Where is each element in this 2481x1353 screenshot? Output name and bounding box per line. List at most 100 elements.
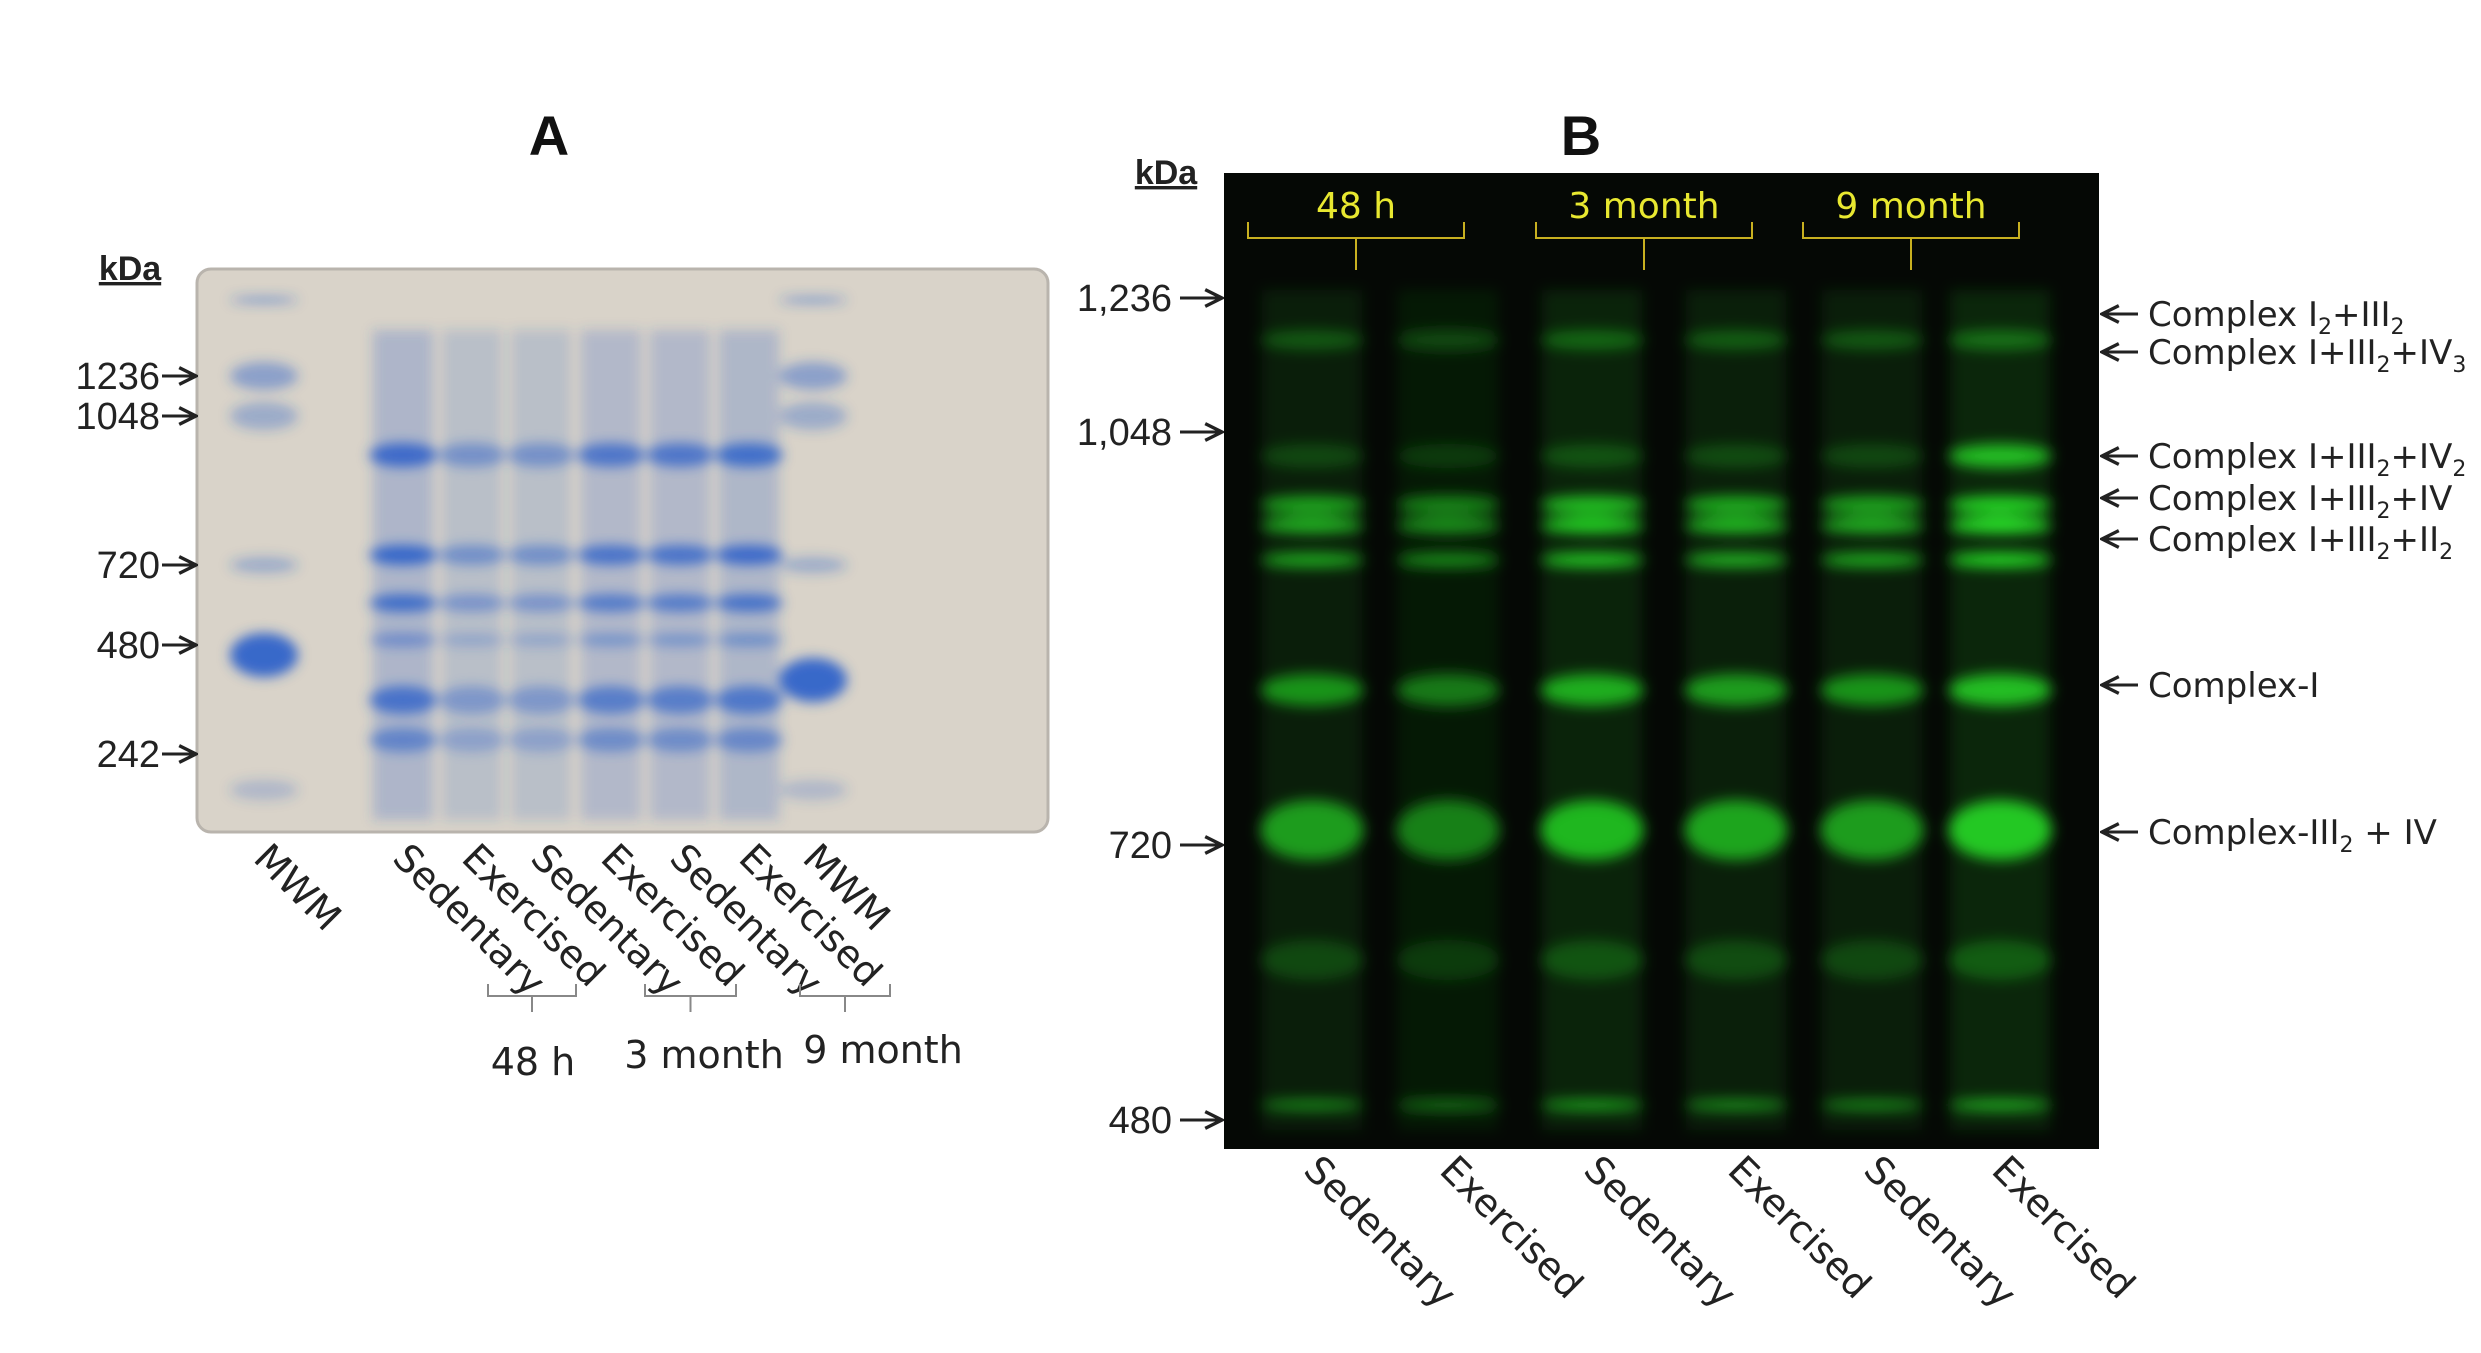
blot-band (1820, 1100, 1924, 1110)
complex-label: Complex I+III2+IV (2148, 479, 2452, 524)
blot-band (1684, 800, 1788, 860)
gel-band (577, 728, 645, 752)
group-bracket (1247, 222, 1465, 270)
group-label: 9 month (1835, 186, 1986, 227)
blot-band (1684, 674, 1788, 706)
gel-band (230, 362, 298, 390)
blot-band (1684, 496, 1788, 514)
gel-band (715, 728, 783, 752)
gel-band (715, 633, 783, 647)
gel-band (369, 633, 437, 647)
gel-band (779, 297, 847, 303)
blot-band (1684, 1100, 1788, 1110)
blot-band (1948, 444, 2052, 468)
complex-label: Complex-III2 + IV (2148, 813, 2437, 858)
blot-band (1540, 800, 1644, 860)
gel-band (779, 658, 847, 702)
lane-label: MWM (246, 835, 350, 939)
label-text: +IV (2391, 437, 2453, 477)
gel-band (369, 728, 437, 752)
blot-band (1684, 517, 1788, 533)
blot-band (1540, 496, 1644, 514)
gel-band (507, 686, 575, 714)
label-text: Complex I (2148, 295, 2318, 335)
label-text: Complex-III (2148, 813, 2339, 853)
blot-band (1260, 800, 1364, 860)
group-bracket (799, 984, 891, 1012)
label-text: + IV (2353, 813, 2436, 853)
blot-band (1540, 330, 1644, 350)
blot-band (1396, 517, 1500, 533)
blot-band (1820, 800, 1924, 860)
blot-band (1820, 330, 1924, 350)
label-text: Complex I+III (2148, 333, 2377, 373)
subscript: 2 (2377, 499, 2391, 524)
gel-band (230, 633, 298, 677)
blot-band (1948, 330, 2052, 350)
blot-band (1396, 800, 1500, 860)
blot-band (1260, 496, 1364, 514)
marker-label: 1048 (75, 396, 160, 438)
gel-band (230, 557, 298, 573)
label-text: Complex I+III (2148, 520, 2377, 560)
gel-band (507, 728, 575, 752)
marker-label: 480 (1109, 1100, 1172, 1142)
marker-label: 1,048 (1077, 412, 1172, 454)
blot-band (1948, 496, 2052, 514)
gel-band (438, 633, 506, 647)
marker-label: 720 (97, 545, 160, 587)
blot-band (1684, 940, 1788, 980)
gel-band (438, 728, 506, 752)
marker-label: 1236 (75, 356, 160, 398)
gel-band (369, 594, 437, 612)
marker-label: 720 (1109, 825, 1172, 867)
complex-label: Complex I+III2+IV2 (2148, 437, 2466, 482)
gel-band (646, 443, 714, 467)
blot-band (1396, 940, 1500, 980)
subscript: 3 (2452, 353, 2466, 378)
blot-band (1260, 444, 1364, 468)
gel-band (577, 545, 645, 565)
group-bracket (1802, 222, 2020, 270)
blot-lane-smear (1542, 290, 1642, 1130)
blot-band (1260, 553, 1364, 567)
group-label: 3 month (624, 1033, 784, 1077)
blot-band (1260, 674, 1364, 706)
gel-band (438, 443, 506, 467)
blot-band (1260, 1100, 1364, 1110)
panel-b-title: B (1561, 104, 1601, 167)
blot-lane-smear (1822, 290, 1922, 1130)
blot-band (1684, 330, 1788, 350)
blot-band (1820, 940, 1924, 980)
gel-band (646, 728, 714, 752)
gel-band (230, 780, 298, 800)
subscript: 2 (2452, 457, 2466, 482)
gel-band (646, 545, 714, 565)
marker-label: 1,236 (1077, 278, 1172, 320)
complex-label: Complex-I (2148, 666, 2319, 706)
label-text: Complex I+III (2148, 437, 2377, 477)
blot-band (1684, 444, 1788, 468)
blot-band (1820, 674, 1924, 706)
blot-lane-smear (1686, 290, 1786, 1130)
panel-b: B kDa 48 h 3 month 9 month 1,236 1,048 720 48… (1077, 104, 2466, 1317)
blot-band (1684, 553, 1788, 567)
gel-band (577, 686, 645, 714)
gel-band (577, 443, 645, 467)
group-label: 48 h (491, 1040, 576, 1084)
blot-band (1948, 940, 2052, 980)
blot-band (1396, 1100, 1500, 1110)
blot-band (1820, 517, 1924, 533)
gel-band (577, 633, 645, 647)
blot-band (1396, 674, 1500, 706)
blot-band (1820, 444, 1924, 468)
panel-a-title: A (529, 104, 569, 167)
lane-label: Sedentary (1576, 1147, 1745, 1316)
gel-band (715, 443, 783, 467)
blot-lane-smear (1950, 290, 2050, 1130)
blot-band (1948, 1100, 2052, 1110)
gel-band (779, 557, 847, 573)
blot-band (1540, 1100, 1644, 1110)
